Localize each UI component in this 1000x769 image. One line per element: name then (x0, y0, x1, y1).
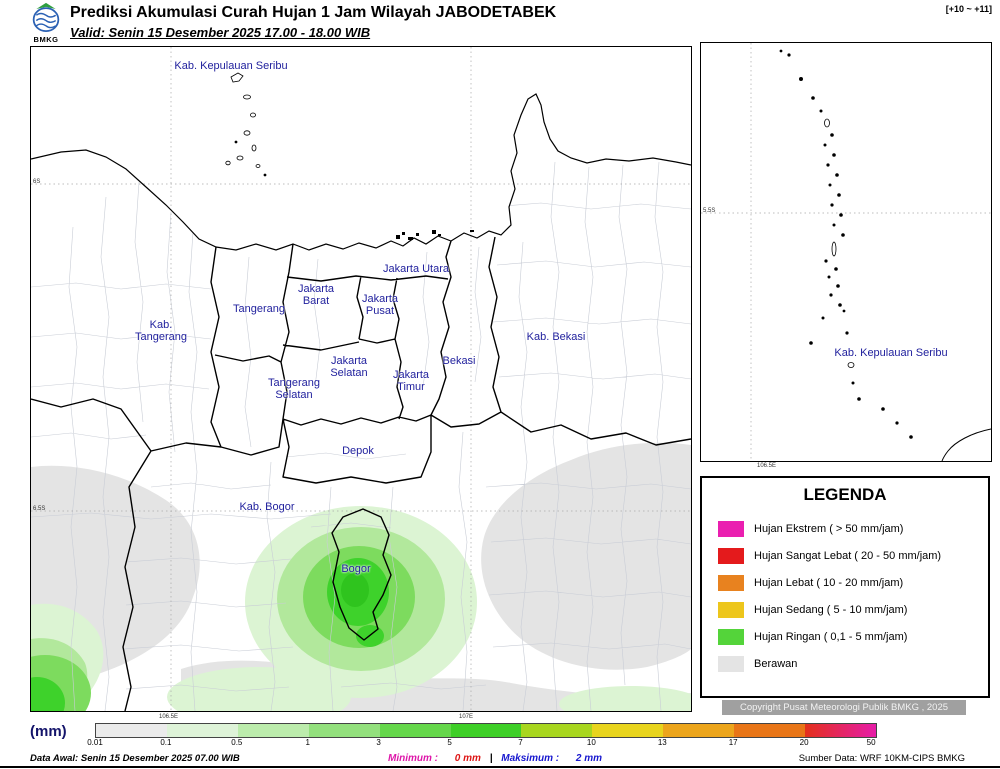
legend-item-ekstrem: Hujan Ekstrem ( > 50 mm/jam) (718, 515, 988, 542)
axis-lat-6s: 6S (33, 179, 41, 185)
minimum-label: Minimum : (388, 753, 438, 764)
legend-label-sangat-lebat: Hujan Sangat Lebat ( 20 - 50 mm/jam) (754, 549, 942, 562)
bmkg-logo-icon (32, 2, 60, 32)
colorbar-segment (308, 724, 380, 737)
inset-coastline (941, 428, 991, 461)
label-tangerang: Tangerang (233, 303, 285, 315)
legend-swatch-sangat-lebat (718, 547, 744, 564)
main-map-svg (31, 47, 691, 711)
label-jakarta-utara: Jakarta Utara (382, 263, 450, 275)
maksimum-label: Maksimum : (501, 753, 560, 764)
rainfall-overlay (31, 442, 691, 711)
legend-swatch-lebat (718, 574, 744, 591)
legend-label-ekstrem: Hujan Ekstrem ( > 50 mm/jam) (754, 522, 904, 535)
legend-item-sangat-lebat: Hujan Sangat Lebat ( 20 - 50 mm/jam) (718, 542, 988, 569)
data-awal-text: Data Awal: Senin 15 Desember 2025 07.00 … (30, 753, 240, 764)
port-marks (396, 230, 474, 240)
copyright-bar: Copyright Pusat Meteorologi Publik BMKG … (722, 700, 966, 715)
colorbar-tick: 3 (376, 738, 381, 747)
bmkg-logo: BMKG (24, 2, 68, 44)
colorbar-tick: 0.01 (87, 738, 103, 747)
colorbar-tick: 0.5 (231, 738, 243, 747)
sumber-data-text: Sumber Data: WRF 10KM-CIPS BMKG (798, 753, 965, 764)
kabupaten-boundaries (31, 236, 691, 711)
min-max-text: Minimum : 0 mm | Maksimum : 2 mm (388, 753, 602, 764)
legend-label-sedang: Hujan Sedang ( 5 - 10 mm/jam) (754, 603, 908, 616)
label-tangerang-selatan: Tangerang Selatan (268, 377, 320, 402)
colorbar-tick: 7 (518, 738, 523, 747)
label-kab-kepulauan-seribu: Kab. Kepulauan Seribu (174, 60, 288, 72)
legend-swatch-ringan (718, 628, 744, 645)
colorbar-tick: 0.1 (160, 738, 172, 747)
colorbar-tick: 5 (447, 738, 452, 747)
axis-lon-106-5e: 106.5E (159, 714, 179, 720)
bottom-rule (0, 766, 1000, 768)
colorbar-segment (450, 724, 522, 737)
colorbar-tick: 17 (728, 738, 738, 747)
legend-item-sedang: Hujan Sedang ( 5 - 10 mm/jam) (718, 596, 988, 623)
colorbar-segment (237, 724, 309, 737)
colorbar-segment (166, 724, 238, 737)
valid-time: Valid: Senin 15 Desember 2025 17.00 - 18… (70, 25, 371, 40)
label-bekasi: Bekasi (442, 355, 476, 367)
coastline (31, 93, 691, 251)
legend-swatch-berawan (718, 655, 744, 672)
minmax-separator: | (489, 753, 493, 764)
label-kab-bogor: Kab. Bogor (239, 501, 295, 513)
colorbar-segment (521, 724, 593, 737)
legend-item-lebat: Hujan Lebat ( 10 - 20 mm/jam) (718, 569, 988, 596)
utc-offset-range: [+10 ~ +11] (945, 4, 992, 14)
axis-lat-6-5s: 6.5S (33, 506, 46, 512)
legend-label-ringan: Hujan Ringan ( 0,1 - 5 mm/jam) (754, 630, 908, 643)
legend: LEGENDA Hujan Ekstrem ( > 50 mm/jam) Huj… (700, 476, 990, 698)
colorbar-ticks: 0.01 0.1 0.5 1 3 5 7 10 13 17 20 50 (87, 738, 876, 748)
kecamatan-boundaries (31, 161, 691, 711)
label-bogor: Bogor (341, 563, 371, 575)
colorbar-tick: 1 (305, 738, 310, 747)
inset-axis-lat: 5.5S (703, 208, 716, 214)
maksimum-value: 2 mm (575, 753, 602, 764)
inset-islands (779, 49, 913, 439)
label-depok: Depok (342, 445, 374, 457)
label-jakarta-pusat: Jakarta Pusat (361, 293, 399, 318)
colorbar-segment (734, 724, 806, 737)
inset-label-kab-kepulauan-seribu: Kab. Kepulauan Seribu (834, 347, 948, 359)
minimum-value: 0 mm (454, 753, 481, 764)
legend-swatch-sedang (718, 601, 744, 618)
label-kab-tangerang: Kab. Tangerang (135, 319, 187, 344)
colorbar-tick: 10 (586, 738, 596, 747)
label-jakarta-selatan: Jakarta Selatan (330, 355, 368, 380)
label-jakarta-timur: Jakarta Timur (392, 369, 430, 394)
colorbar-segment (379, 724, 451, 737)
inset-map-svg (701, 43, 991, 461)
legend-title: LEGENDA (803, 485, 887, 504)
legend-label-lebat: Hujan Lebat ( 10 - 20 mm/jam) (754, 576, 904, 589)
colorbar-unit: (mm) (30, 723, 67, 740)
main-map: Kab. Kepulauan Seribu Jakarta Utara Jaka… (30, 46, 692, 720)
page-title: Prediksi Akumulasi Curah Hujan 1 Jam Wil… (70, 4, 557, 21)
label-jakarta-barat: Jakarta Barat (297, 283, 335, 308)
inset-graticule (701, 43, 991, 461)
colorbar-segment (805, 724, 876, 737)
colorbar-tick: 50 (866, 738, 876, 747)
legend-item-ringan: Hujan Ringan ( 0,1 - 5 mm/jam) (718, 623, 988, 650)
rain-core-dark (341, 573, 369, 607)
axis-lon-107e: 107E (459, 714, 474, 720)
colorbar-segment (663, 724, 735, 737)
legend-rows: Hujan Ekstrem ( > 50 mm/jam) Hujan Sanga… (718, 515, 988, 677)
colorbar-segment (592, 724, 664, 737)
colorbar (95, 723, 877, 738)
legend-swatch-ekstrem (718, 520, 744, 537)
seribu-islands (225, 72, 267, 177)
inset-axis-lon: 106.5E (757, 463, 777, 469)
legend-item-berawan: Berawan (718, 650, 988, 677)
bmkg-logo-text: BMKG (33, 35, 59, 44)
inset-map-kepulauan-seribu: Kab. Kepulauan Seribu 5.5S 106.5E (700, 42, 992, 469)
colorbar-tick: 20 (799, 738, 809, 747)
legend-label-berawan: Berawan (754, 657, 798, 670)
colorbar-segment (96, 724, 167, 737)
label-kab-bekasi: Kab. Bekasi (526, 331, 586, 343)
colorbar-tick: 13 (657, 738, 667, 747)
